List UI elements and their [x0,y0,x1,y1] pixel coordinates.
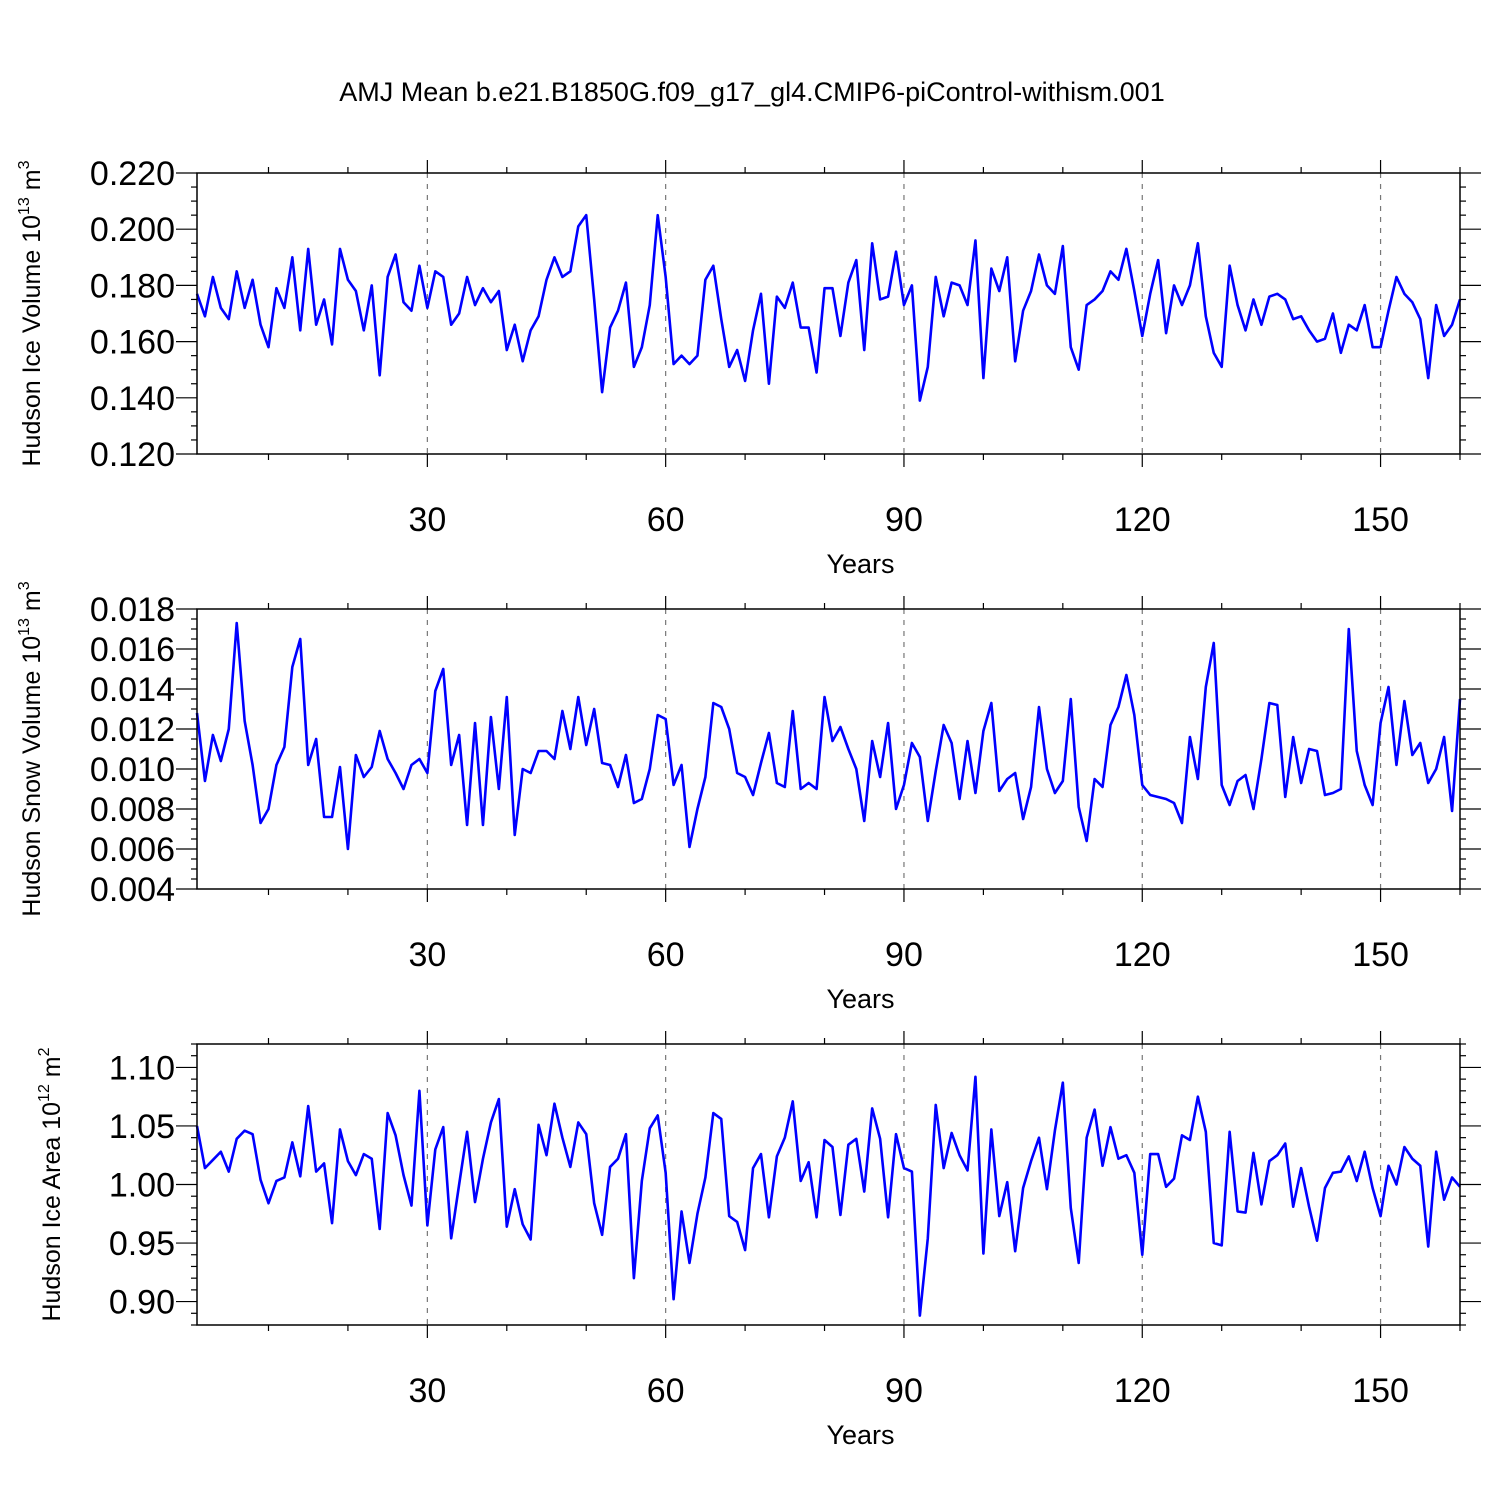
chart-panel-3: 30 60 90 120 150 0.90 0.95 1.00 1.05 1.10 Years Hud… [36,1031,1481,1450]
x-axis-label: Years [826,1420,894,1450]
y-tick-label: 1.00 [109,1167,175,1205]
chart-panel-1: 30 60 90 120 150 0.120 0.140 0.160 0.180 0.200 0.2… [16,155,1481,579]
series-line-1 [195,621,1462,851]
x-tick-label: 150 [1352,1372,1409,1410]
x-tick-label: 120 [1114,501,1171,539]
y-tick-label: 0.004 [90,871,175,909]
y-tick-label: 0.95 [109,1225,175,1263]
y-axis-label: Hudson Snow Volume 1013 m3 [16,581,46,916]
x-tick-label: 120 [1114,1372,1171,1410]
x-tick-label: 90 [885,936,923,974]
y-tick-label: 0.006 [90,831,175,869]
y-tick-label: 0.010 [90,751,175,789]
x-tick-label: 30 [408,936,446,974]
y-tick-label: 0.016 [90,631,175,669]
x-tick-label: 60 [647,501,685,539]
plot-frame [196,172,1461,455]
x-tick-label: 30 [408,501,446,539]
x-tick-label: 150 [1352,501,1409,539]
series-line-1 [195,213,1462,402]
main-title: AMJ Mean b.e21.B1850G.f09_g17_gl4.CMIP6-… [339,77,1164,107]
x-tick-label: 30 [408,1372,446,1410]
x-axis-label: Years [826,549,894,579]
y-tick-label: 0.160 [90,324,175,362]
y-tick-label: 0.90 [109,1284,175,1322]
y-tick-label: 0.180 [90,267,175,305]
x-tick-label: 90 [885,1372,923,1410]
y-tick-label: 0.014 [90,671,175,709]
y-tick-label: 0.140 [90,380,175,418]
x-tick-label: 150 [1352,936,1409,974]
x-tick-label: 60 [647,936,685,974]
y-tick-label: 0.120 [90,436,175,474]
x-tick-label: 90 [885,501,923,539]
x-tick-label: 120 [1114,936,1171,974]
y-axis-label: Hudson Ice Volume 1013 m3 [16,160,46,466]
y-tick-label: 0.012 [90,711,175,749]
y-tick-label: 0.008 [90,791,175,829]
plot-frame [196,1043,1461,1326]
y-tick-label: 1.10 [109,1049,175,1087]
chart-panel-2: 30 60 90 120 1500.0040.0060.0080.0100.0120.0… [16,581,1481,1014]
x-axis-label: Years [826,984,894,1014]
panels: 30 60 90 120 150 0.120 0.140 0.160 0.180 0.200 0.2… [16,155,1481,1450]
y-tick-label: 1.05 [109,1108,175,1146]
plot-frame [196,608,1461,890]
series-line-1 [195,1075,1461,1317]
y-axis-label: Hudson Ice Area 1012 m2 [36,1047,66,1321]
x-tick-label: 60 [647,1372,685,1410]
y-tick-label: 0.220 [90,155,175,193]
y-tick-label: 0.200 [90,211,175,249]
y-tick-label: 0.018 [90,591,175,629]
